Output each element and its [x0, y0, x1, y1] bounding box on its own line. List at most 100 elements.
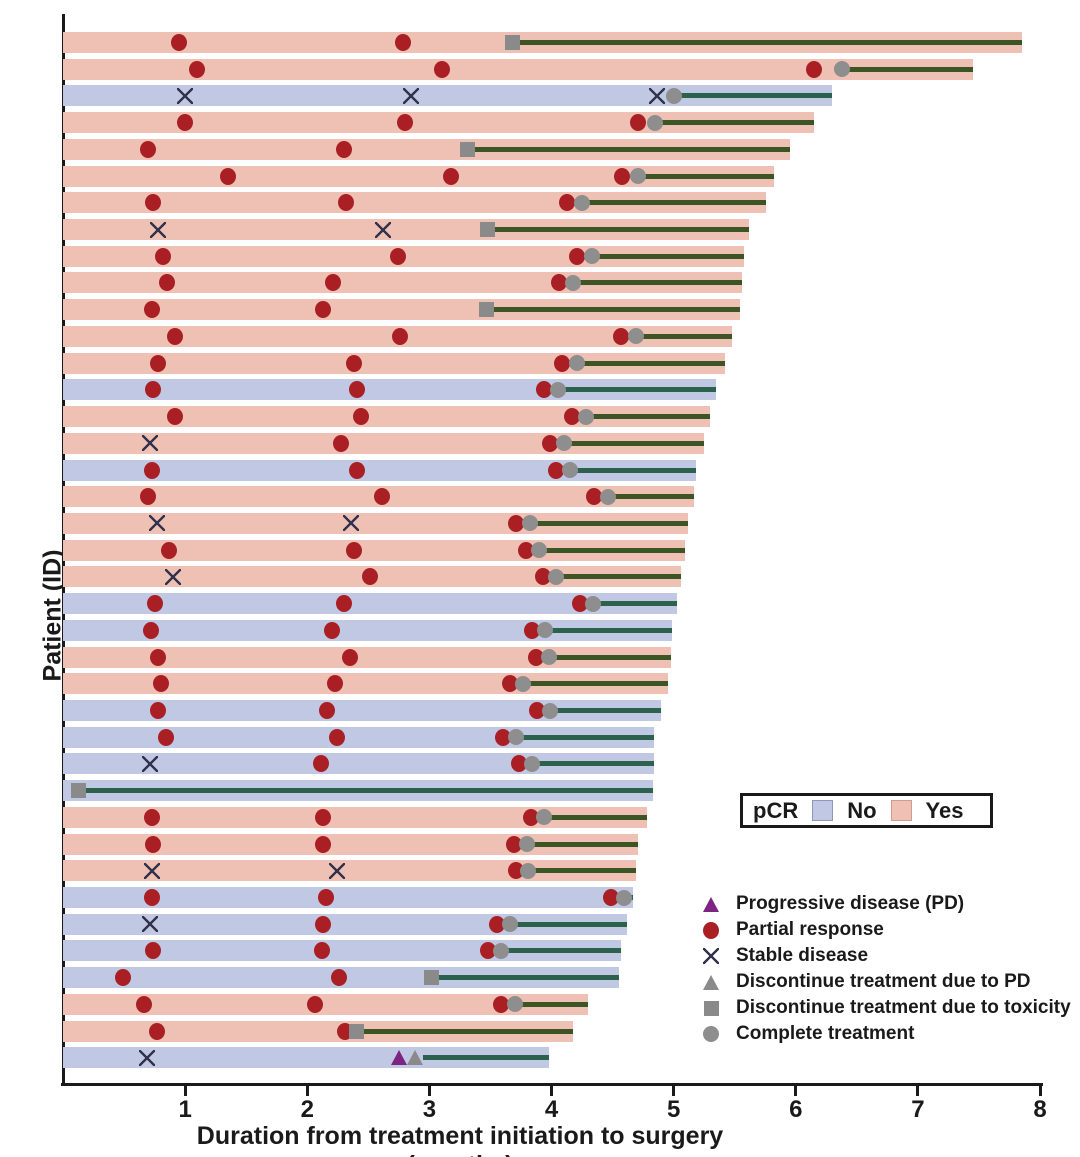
- complete-treatment-marker-icon: [561, 462, 578, 479]
- stable-disease-marker-icon: [144, 862, 161, 879]
- stable-disease-marker-icon: [141, 755, 158, 772]
- treatment-to-surgery-line: [591, 253, 745, 259]
- complete-treatment-marker-icon: [537, 622, 554, 639]
- treatment-to-surgery-line: [487, 227, 750, 233]
- partial-response-marker-icon: [167, 327, 184, 345]
- partial-response-marker-icon: [155, 247, 172, 265]
- patient-bar: [63, 913, 628, 935]
- stable-disease-marker-icon: [328, 862, 345, 879]
- treatment-to-surgery-line: [486, 307, 740, 313]
- marker-legend-item: Partial response: [700, 917, 1071, 943]
- treatment-to-surgery-line: [78, 788, 653, 794]
- partial-response-marker-icon: [189, 60, 206, 78]
- partial-response-marker-icon: [171, 34, 188, 51]
- complete-treatment-marker-icon: [531, 542, 548, 559]
- treatment-to-surgery-line: [356, 1028, 574, 1034]
- complete-treatment-marker-icon: [549, 381, 566, 398]
- treatment-to-surgery-line: [582, 200, 767, 206]
- patient-bar: [63, 646, 672, 668]
- patient-bar: [63, 165, 774, 187]
- partial-response-marker-icon: [349, 381, 366, 399]
- progressive-disease-marker-icon: [390, 1050, 407, 1066]
- discontinue-pd-marker-icon: [703, 974, 719, 990]
- patient-bar: [63, 112, 815, 134]
- patient-bar: [63, 85, 833, 107]
- partial-response-marker-icon: [564, 408, 581, 426]
- partial-response-marker-icon: [517, 541, 534, 559]
- partial-response-marker-icon: [527, 648, 544, 666]
- treatment-to-surgery-line: [539, 547, 685, 553]
- discontinue-pd-triangle-icon: [700, 974, 722, 990]
- partial-response-marker-icon: [392, 327, 409, 345]
- partial-response-marker-icon: [345, 354, 362, 372]
- x-tick: [550, 1086, 553, 1096]
- stable-disease-marker-icon: [150, 221, 167, 238]
- pcr-legend-title: pCR: [753, 797, 799, 823]
- progressive-disease-marker-icon: [703, 896, 719, 912]
- partial-response-marker-icon: [396, 114, 413, 132]
- treatment-to-surgery-line: [545, 627, 673, 633]
- complete-treatment-marker-icon: [555, 435, 572, 452]
- partial-response-marker-icon: [331, 969, 347, 987]
- partial-response-marker-icon: [443, 167, 460, 185]
- partial-response-marker-icon: [361, 568, 378, 586]
- plot-area: [63, 14, 1040, 1083]
- partial-response-marker-icon: [373, 488, 390, 506]
- discontinue-toxicity-marker-icon: [480, 222, 496, 238]
- treatment-to-surgery-line: [512, 40, 1022, 45]
- patient-bar: [63, 138, 790, 160]
- marker-legend-label: Complete treatment: [736, 1023, 915, 1044]
- x-tick-label: 2: [300, 1096, 314, 1123]
- discontinue-toxicity-marker-icon: [71, 783, 87, 799]
- discontinue-toxicity-marker-icon: [504, 35, 520, 50]
- partial-response-marker-icon: [167, 408, 184, 426]
- treatment-to-surgery-line: [531, 761, 655, 767]
- x-tick: [672, 1086, 676, 1096]
- partial-response-marker-icon: [114, 969, 131, 987]
- x-axis-line: [61, 1083, 1043, 1086]
- discontinue-toxicity-marker-icon: [348, 1023, 364, 1039]
- partial-response-marker-icon: [324, 274, 341, 292]
- treatment-to-surgery-line: [842, 66, 973, 72]
- partial-response-marker-icon: [145, 194, 162, 212]
- stable-disease-x-icon: [700, 948, 722, 964]
- partial-response-marker-icon: [149, 1022, 166, 1040]
- discontinue-toxicity-square-icon: [700, 1000, 722, 1016]
- partial-response-marker-icon: [493, 995, 510, 1013]
- partial-response-marker-icon: [327, 675, 344, 693]
- treatment-to-surgery-line: [514, 1001, 589, 1007]
- partial-response-marker-icon: [559, 194, 576, 212]
- complete-treatment-marker-icon: [834, 61, 851, 78]
- treatment-to-surgery-line: [569, 467, 696, 473]
- stable-disease-marker-icon: [141, 435, 158, 452]
- partial-response-marker-icon: [333, 434, 350, 452]
- complete-treatment-marker-icon: [585, 595, 602, 612]
- pcr-no-swatch-icon: [812, 800, 834, 821]
- x-tick-label: 6: [789, 1096, 803, 1123]
- partial-response-marker-icon: [140, 140, 157, 158]
- treatment-to-surgery-line: [431, 975, 619, 981]
- patient-bar: [63, 1047, 550, 1069]
- partial-response-marker-icon: [571, 595, 588, 613]
- treatment-to-surgery-line: [423, 1055, 550, 1061]
- complete-treatment-marker-icon: [647, 114, 664, 131]
- partial-response-marker-icon: [306, 995, 323, 1013]
- partial-response-marker-icon: [806, 60, 823, 78]
- partial-response-marker-icon: [494, 728, 511, 746]
- partial-response-marker-icon: [150, 648, 167, 666]
- complete-treatment-marker-icon: [574, 194, 591, 211]
- partial-response-marker-icon: [315, 835, 332, 853]
- partial-response-marker-icon: [550, 274, 567, 292]
- partial-response-marker-icon: [703, 921, 719, 939]
- treatment-to-surgery-line: [501, 948, 622, 954]
- treatment-to-surgery-line: [550, 708, 662, 713]
- x-tick-label: 5: [666, 1096, 681, 1123]
- x-tick-label: 3: [422, 1096, 437, 1123]
- complete-treatment-marker-icon: [583, 248, 600, 265]
- complete-treatment-marker-icon: [565, 274, 582, 291]
- complete-treatment-marker-icon: [703, 1026, 719, 1042]
- x-tick-label: 7: [911, 1096, 925, 1123]
- patient-bar: [63, 192, 767, 214]
- partial-response-marker-icon: [146, 595, 163, 613]
- partial-response-marker-icon: [145, 835, 162, 853]
